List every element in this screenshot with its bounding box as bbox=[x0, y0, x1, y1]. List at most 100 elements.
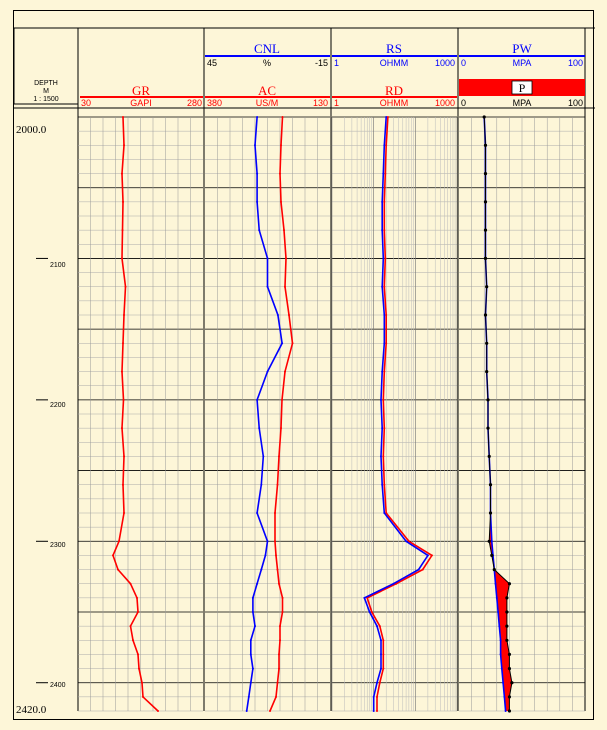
p-max: 100 bbox=[568, 98, 583, 108]
ac-data-point bbox=[276, 681, 279, 684]
cnl-data-point bbox=[256, 398, 259, 401]
cnl-data-point bbox=[256, 200, 259, 203]
ac-data-point bbox=[278, 653, 280, 656]
ac-data-point bbox=[288, 314, 290, 316]
rd-unit: OHMM bbox=[380, 98, 409, 108]
rd-data-point bbox=[378, 681, 381, 684]
gr-data-point bbox=[141, 681, 143, 684]
cnl-data-point bbox=[251, 596, 254, 599]
p-data-point bbox=[507, 695, 511, 699]
rd-data-point bbox=[383, 285, 386, 288]
rs-data-point bbox=[380, 455, 382, 458]
rd-data-point bbox=[407, 540, 410, 543]
rs-data-point bbox=[381, 427, 384, 430]
p-data-point bbox=[505, 610, 509, 614]
cnl-data-point bbox=[260, 483, 263, 486]
pw-unit: MPA bbox=[513, 58, 532, 68]
rs-curve bbox=[363, 116, 430, 711]
p-data-point bbox=[488, 483, 493, 487]
rd-data-point bbox=[376, 695, 378, 698]
pw-data-point bbox=[499, 639, 502, 642]
rd-data-point bbox=[385, 342, 388, 345]
rs-data-point bbox=[372, 695, 375, 698]
cnl-data-point bbox=[249, 653, 252, 656]
rs-data-point bbox=[380, 639, 382, 642]
pw-data-point bbox=[498, 625, 501, 628]
ac-name: AC bbox=[258, 83, 276, 98]
rs-max: 1000 bbox=[435, 58, 455, 68]
rs-data-point bbox=[381, 483, 384, 486]
gr-data-point bbox=[112, 554, 114, 557]
gr-data-point bbox=[121, 370, 123, 373]
gr-data-point bbox=[121, 172, 123, 175]
cnl-data-point bbox=[256, 512, 259, 514]
rs-data-point bbox=[368, 611, 371, 613]
gr-data-point bbox=[136, 596, 138, 599]
cnl-curve bbox=[245, 116, 283, 712]
p-data-point bbox=[483, 200, 488, 204]
p-data-point bbox=[486, 426, 490, 430]
cnl-data-point bbox=[251, 667, 254, 670]
rs-data-point bbox=[392, 582, 395, 585]
pw-data-point bbox=[504, 710, 507, 712]
rd-data-point bbox=[383, 200, 386, 203]
depth-tick-label: 2400 bbox=[50, 682, 66, 689]
p-data-point bbox=[482, 115, 486, 119]
ac-data-point bbox=[275, 695, 277, 698]
ac-data-point bbox=[279, 625, 281, 628]
gr-data-point bbox=[122, 116, 124, 118]
depth-unit: M bbox=[43, 88, 49, 95]
ac-data-point bbox=[274, 512, 276, 514]
depth-title: DEPTH bbox=[34, 80, 58, 87]
rs-data-point bbox=[380, 398, 382, 401]
p-data-point bbox=[505, 596, 509, 600]
gr-data-point bbox=[137, 611, 139, 613]
rs-data-point bbox=[382, 172, 385, 175]
cnl-unit: % bbox=[263, 58, 271, 68]
gr-data-point bbox=[129, 582, 132, 585]
ac-data-point bbox=[278, 582, 280, 585]
rs-data-point bbox=[426, 554, 429, 557]
ac-data-point bbox=[280, 200, 282, 203]
ac-data-point bbox=[284, 285, 286, 288]
gr-data-point bbox=[121, 229, 124, 232]
cnl-data-point bbox=[251, 611, 254, 613]
rs-data-point bbox=[381, 285, 384, 288]
p-data-point bbox=[483, 256, 488, 260]
rd-data-point bbox=[382, 455, 385, 458]
rd-max: 1000 bbox=[435, 98, 455, 108]
rd-data-point bbox=[383, 483, 386, 486]
p-data-point bbox=[510, 681, 514, 685]
rs-data-point bbox=[380, 653, 382, 656]
cnl-data-point bbox=[266, 285, 269, 288]
depth-scale: 1 : 1500 bbox=[33, 96, 58, 103]
ac-data-point bbox=[274, 540, 276, 543]
gr-data-point bbox=[129, 625, 132, 628]
pw-min: 0 bbox=[461, 58, 466, 68]
p-data-point bbox=[483, 143, 488, 147]
p-data-point bbox=[487, 454, 491, 458]
gr-data-point bbox=[122, 398, 125, 401]
cnl-data-point bbox=[256, 116, 259, 118]
rd-name: RD bbox=[385, 83, 403, 98]
p-data-point bbox=[507, 652, 511, 657]
ac-data-point bbox=[284, 370, 286, 373]
cnl-min: 45 bbox=[207, 58, 217, 68]
p-data-point bbox=[507, 582, 511, 586]
rd-data-point bbox=[382, 398, 385, 401]
p-data-point bbox=[490, 553, 494, 558]
cnl-data-point bbox=[266, 370, 269, 373]
ac-data-point bbox=[281, 611, 284, 613]
ac-data-point bbox=[275, 554, 277, 557]
ac-unit: US/M bbox=[256, 98, 279, 108]
p-data-point bbox=[505, 624, 509, 628]
p-data-point bbox=[507, 667, 511, 671]
gr-data-point bbox=[124, 285, 127, 288]
cnl-data-point bbox=[254, 144, 256, 147]
p-data-point bbox=[488, 511, 493, 515]
depth-bottom-label: 2420.0 bbox=[16, 704, 47, 716]
rd-data-point bbox=[382, 653, 385, 656]
rs-data-point bbox=[383, 512, 386, 514]
gr-data-point bbox=[122, 200, 124, 203]
depth-header bbox=[14, 27, 79, 105]
